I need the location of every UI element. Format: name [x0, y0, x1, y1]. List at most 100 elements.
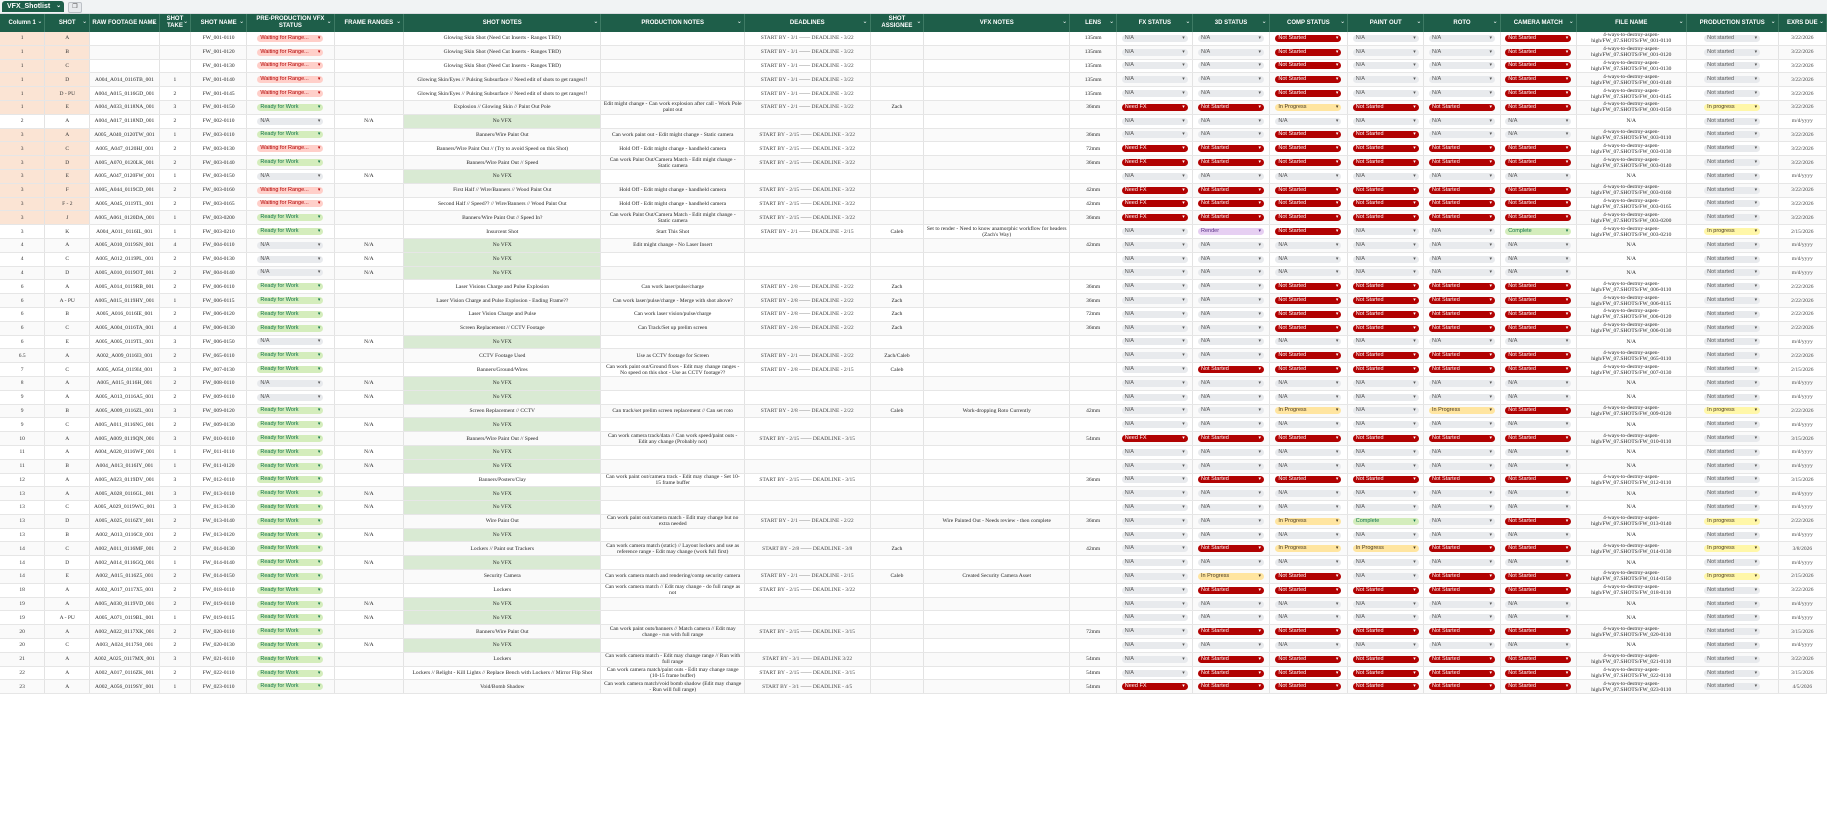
cell-name[interactable]: FW_019-0115: [190, 610, 248, 626]
cell-name[interactable]: FW_003-0130: [190, 141, 248, 157]
d3-dropdown[interactable]: Not Started ▾: [1198, 655, 1265, 663]
column-header[interactable]: SHOT NOTES ⌄: [403, 14, 602, 32]
cell-dead[interactable]: [744, 555, 871, 571]
cell-fr[interactable]: [334, 32, 405, 46]
pre-dropdown[interactable]: N/A ▾: [257, 269, 324, 277]
d3-dropdown[interactable]: N/A ▾: [1198, 48, 1265, 56]
cell-fr[interactable]: N/A: [334, 528, 405, 543]
cell-shot[interactable]: A: [44, 390, 91, 405]
roto-dropdown[interactable]: Not Started ▾: [1428, 683, 1495, 691]
paint-dropdown[interactable]: Not Started ▾: [1352, 683, 1419, 691]
cell-scene[interactable]: 2: [0, 114, 46, 129]
cell-vfx[interactable]: [923, 486, 1071, 502]
cell-vfx[interactable]: [923, 100, 1071, 115]
cell-file[interactable]: N/A: [1576, 114, 1687, 129]
cam-dropdown[interactable]: Not Started ▾: [1505, 48, 1572, 56]
cell-assignee[interactable]: [870, 514, 925, 529]
cell-scene[interactable]: 3: [0, 197, 46, 212]
d3-dropdown[interactable]: Not Started ▾: [1198, 435, 1265, 442]
cam-dropdown[interactable]: Not Started ▾: [1505, 476, 1572, 484]
cell-dead[interactable]: START BY - 3/1 —— DEADLINE - 3/22: [744, 59, 871, 74]
cell-name[interactable]: FW_020-0130: [190, 638, 248, 653]
roto-dropdown[interactable]: N/A ▾: [1428, 490, 1495, 498]
paint-dropdown[interactable]: Not Started ▾: [1352, 145, 1419, 153]
column-header[interactable]: SHOT ASSIGNEE ⌄: [870, 14, 925, 32]
d3-dropdown[interactable]: Not Started ▾: [1198, 669, 1265, 677]
cell-lens[interactable]: 72mm: [1069, 307, 1118, 322]
cell-file[interactable]: 4-ways-to-destroy-aspen-high/FW_07.SHOTS…: [1576, 431, 1687, 446]
roto-dropdown[interactable]: Not Started ▾: [1428, 628, 1495, 636]
cell-vfx[interactable]: Wire Painted Out - Needs review - then c…: [923, 514, 1071, 529]
paint-dropdown[interactable]: N/A ▾: [1352, 48, 1419, 56]
cam-dropdown[interactable]: Not Started ▾: [1505, 214, 1572, 222]
cell-notes[interactable]: Lockers // Relight - Kill Lights // Repl…: [403, 666, 602, 681]
cell-dead[interactable]: [744, 528, 871, 543]
comp-dropdown[interactable]: N/A ▾: [1275, 614, 1342, 622]
fx-dropdown[interactable]: N/A ▾: [1121, 641, 1188, 649]
cell-prod[interactable]: Can work camera match and rendering/comp…: [600, 569, 745, 584]
cell-notes[interactable]: Wire Paint Out: [403, 514, 602, 529]
cell-name[interactable]: FW_003-0200: [190, 210, 248, 226]
cell-fr[interactable]: [334, 183, 405, 198]
cell-name[interactable]: FW_001-0110: [190, 32, 248, 46]
pre-dropdown[interactable]: Waiting for Range... ▾: [257, 34, 324, 42]
cell-lens[interactable]: [1069, 224, 1118, 239]
d3-dropdown[interactable]: N/A ▾: [1198, 117, 1265, 125]
cell-vfx[interactable]: [923, 114, 1071, 129]
cell-shot[interactable]: D: [44, 555, 91, 571]
cell-shot[interactable]: A: [44, 583, 91, 598]
cell-take[interactable]: 2: [159, 266, 192, 281]
cell-vfx[interactable]: [923, 141, 1071, 157]
cell-prod[interactable]: Can work camera match/void bomb shadow (…: [600, 679, 745, 695]
cell-shot[interactable]: A - PU: [44, 293, 91, 308]
cell-exrs[interactable]: m/d/yyyy: [1778, 114, 1827, 129]
cell-dead[interactable]: [744, 390, 871, 405]
cell-file[interactable]: 4-ways-to-destroy-aspen-high/FW_07.SHOTS…: [1576, 652, 1687, 667]
cell-shot[interactable]: F: [44, 183, 91, 198]
cam-dropdown[interactable]: Not Started ▾: [1505, 103, 1572, 111]
cam-dropdown[interactable]: N/A ▾: [1505, 269, 1572, 277]
cell-lens[interactable]: 72mm: [1069, 141, 1118, 157]
pre-dropdown[interactable]: Ready for Work ▾: [257, 310, 324, 318]
cell-assignee[interactable]: Zach: [870, 541, 925, 557]
d3-dropdown[interactable]: N/A ▾: [1198, 490, 1265, 498]
cell-name[interactable]: FW_013-0120: [190, 528, 248, 543]
roto-dropdown[interactable]: Not Started ▾: [1428, 435, 1495, 442]
roto-dropdown[interactable]: Not Started ▾: [1428, 476, 1495, 484]
fx-dropdown[interactable]: N/A ▾: [1121, 76, 1188, 84]
cell-fr[interactable]: N/A: [334, 169, 405, 184]
cell-vfx[interactable]: [923, 348, 1071, 364]
d3-dropdown[interactable]: Not Started ▾: [1198, 214, 1265, 222]
cell-vfx[interactable]: [923, 666, 1071, 681]
pre-dropdown[interactable]: Ready for Work ▾: [257, 517, 324, 525]
cell-shot[interactable]: A: [44, 624, 91, 640]
cell-scene[interactable]: 3: [0, 183, 46, 198]
cell-notes[interactable]: Screen Replacement // CCTV: [403, 404, 602, 419]
cell-lens[interactable]: 36mm: [1069, 293, 1118, 308]
roto-dropdown[interactable]: N/A ▾: [1428, 48, 1495, 56]
cell-shot[interactable]: A: [44, 32, 91, 46]
cell-prod[interactable]: [600, 610, 745, 626]
cell-notes[interactable]: Banners/Wire Paint Out // Speed: [403, 431, 602, 446]
cell-file[interactable]: N/A: [1576, 500, 1687, 515]
comp-dropdown[interactable]: N/A ▾: [1275, 490, 1342, 498]
pstat-dropdown[interactable]: In progress ▾: [1704, 517, 1761, 525]
cell-vfx[interactable]: [923, 210, 1071, 226]
fx-dropdown[interactable]: N/A ▾: [1121, 572, 1188, 580]
d3-dropdown[interactable]: Not Started ▾: [1198, 159, 1265, 167]
comp-dropdown[interactable]: Not Started ▾: [1275, 297, 1342, 305]
pre-dropdown[interactable]: Ready for Work ▾: [257, 545, 324, 553]
cell-name[interactable]: FW_007-0130: [190, 362, 248, 377]
cell-vfx[interactable]: [923, 597, 1071, 612]
column-header[interactable]: FILE NAME ⌄: [1576, 14, 1687, 32]
cell-name[interactable]: FW_003-0110: [190, 128, 248, 143]
cell-fr[interactable]: [334, 72, 405, 88]
cell-file[interactable]: N/A: [1576, 555, 1687, 571]
cell-prod[interactable]: [600, 597, 745, 612]
cell-raw[interactable]: A005_A061_0120DA_001: [89, 210, 160, 226]
roto-dropdown[interactable]: N/A ▾: [1428, 393, 1495, 401]
cell-dead[interactable]: START BY - 2/8 —— DEADLINE - 2/22: [744, 321, 871, 336]
roto-dropdown[interactable]: Not Started ▾: [1428, 324, 1495, 332]
cell-name[interactable]: FW_009-0120: [190, 404, 248, 419]
cell-raw[interactable]: A005_A023_0119DV_001: [89, 473, 160, 488]
